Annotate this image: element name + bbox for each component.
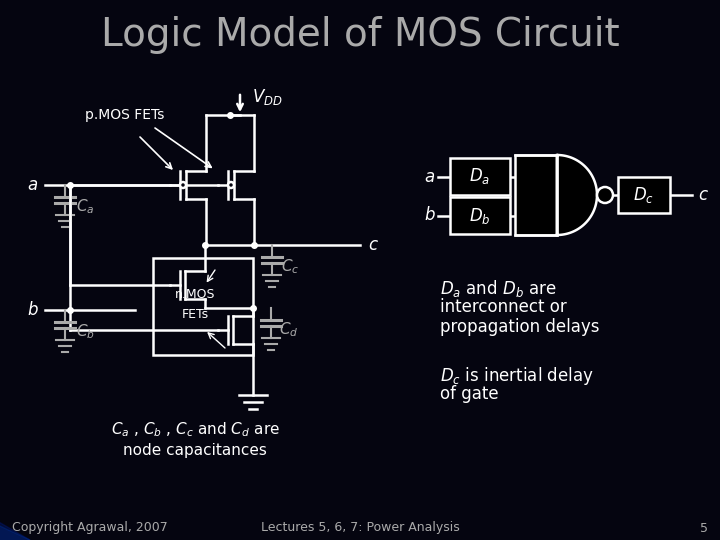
Bar bbox=[515, 155, 557, 235]
Text: $D_c$: $D_c$ bbox=[634, 185, 654, 205]
Text: $C_a$: $C_a$ bbox=[76, 198, 94, 217]
Bar bbox=[450, 158, 510, 195]
Text: $C_c$: $C_c$ bbox=[281, 258, 300, 276]
Bar bbox=[618, 177, 670, 213]
Text: 5: 5 bbox=[700, 522, 708, 535]
Text: n.MOS: n.MOS bbox=[175, 288, 215, 301]
Text: c: c bbox=[698, 186, 707, 204]
Polygon shape bbox=[557, 155, 597, 235]
Text: $D_a$: $D_a$ bbox=[469, 166, 490, 186]
Circle shape bbox=[180, 182, 186, 188]
Text: Lectures 5, 6, 7: Power Analysis: Lectures 5, 6, 7: Power Analysis bbox=[261, 522, 459, 535]
Bar bbox=[450, 197, 510, 234]
Text: of gate: of gate bbox=[440, 385, 499, 403]
Bar bbox=[153, 258, 253, 355]
Text: a: a bbox=[28, 176, 38, 194]
Text: $D_a$ and $D_b$ are: $D_a$ and $D_b$ are bbox=[440, 278, 557, 299]
Text: a: a bbox=[425, 167, 435, 186]
Text: b: b bbox=[27, 301, 38, 319]
Text: $V_{DD}$: $V_{DD}$ bbox=[252, 87, 283, 107]
Circle shape bbox=[228, 182, 234, 188]
Text: c: c bbox=[368, 236, 377, 254]
Text: p.MOS FETs: p.MOS FETs bbox=[85, 108, 164, 122]
Text: $C_d$: $C_d$ bbox=[279, 320, 299, 339]
Text: $D_b$: $D_b$ bbox=[469, 206, 491, 226]
Text: node capacitances: node capacitances bbox=[123, 442, 267, 457]
Text: Copyright Agrawal, 2007: Copyright Agrawal, 2007 bbox=[12, 522, 168, 535]
Text: interconnect or: interconnect or bbox=[440, 298, 567, 316]
Circle shape bbox=[597, 187, 613, 203]
Text: b: b bbox=[425, 206, 435, 225]
Text: FETs: FETs bbox=[181, 308, 209, 321]
Wedge shape bbox=[0, 455, 30, 540]
Wedge shape bbox=[0, 390, 30, 540]
Text: $C_a$ , $C_b$ , $C_c$ and $C_d$ are: $C_a$ , $C_b$ , $C_c$ and $C_d$ are bbox=[111, 421, 279, 440]
Text: Logic Model of MOS Circuit: Logic Model of MOS Circuit bbox=[101, 16, 619, 54]
Text: $C_b$: $C_b$ bbox=[76, 322, 94, 341]
Text: propagation delays: propagation delays bbox=[440, 318, 600, 336]
Text: $D_c$ is inertial delay: $D_c$ is inertial delay bbox=[440, 365, 594, 387]
